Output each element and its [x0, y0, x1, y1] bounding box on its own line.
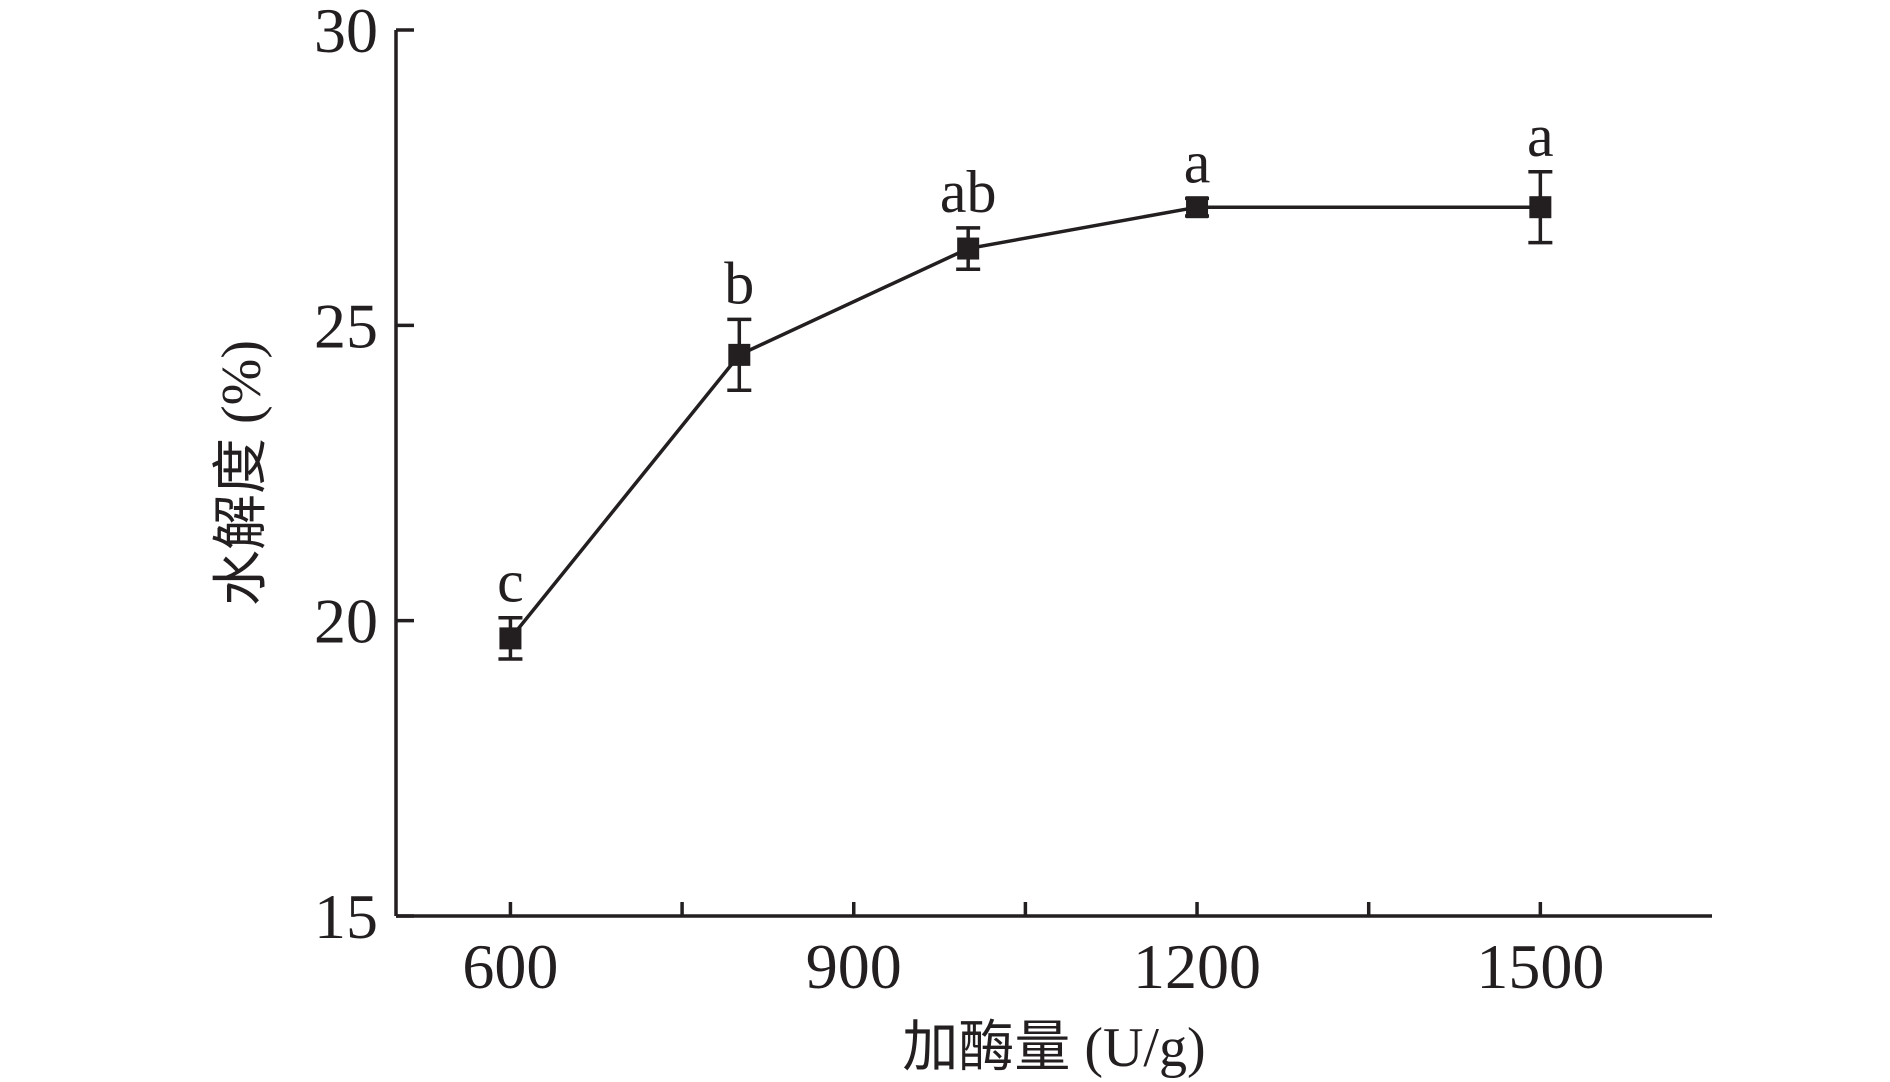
significance-label: a: [1184, 129, 1211, 195]
data-point: [728, 343, 751, 366]
significance-label: a: [1527, 103, 1554, 169]
data-point: [1529, 196, 1552, 219]
y-axis: 15 20 25 30: [314, 0, 414, 952]
data-point: [957, 237, 980, 260]
x-tick-label: 600: [462, 931, 558, 1002]
x-axis: 600 900 1200 1500: [396, 902, 1712, 1002]
y-tick-label: 15: [314, 881, 378, 952]
x-tick-label: 900: [806, 931, 902, 1002]
y-tick-label: 25: [314, 290, 378, 361]
plot-series: c b ab a a: [497, 103, 1554, 661]
x-axis-title: 加酶量 (U/g): [902, 1017, 1205, 1079]
x-ticks: 600 900 1200 1500: [462, 902, 1604, 1002]
data-point: [1186, 196, 1209, 219]
data-point: [499, 627, 522, 650]
series-line: [509, 205, 1541, 640]
significance-label: c: [497, 549, 524, 615]
x-tick-label: 1200: [1133, 931, 1261, 1002]
significance-label: b: [724, 250, 754, 316]
x-tick-label: 1500: [1476, 931, 1604, 1002]
y-ticks: 15 20 25 30: [314, 0, 414, 952]
y-tick-label: 30: [314, 0, 378, 66]
significance-label: ab: [940, 159, 997, 225]
y-axis-title: 水解度 (%): [211, 340, 273, 606]
y-tick-label: 20: [314, 586, 378, 657]
